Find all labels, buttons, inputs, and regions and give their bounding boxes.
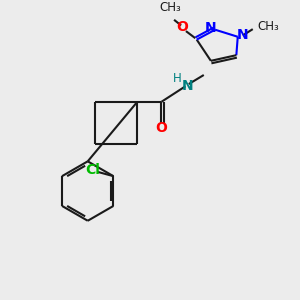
Text: N: N	[205, 21, 217, 35]
Text: Cl: Cl	[85, 163, 100, 177]
Text: CH₃: CH₃	[258, 20, 279, 33]
Text: N: N	[182, 79, 193, 93]
Text: H: H	[173, 72, 182, 85]
Text: N: N	[237, 28, 249, 42]
Text: O: O	[177, 20, 188, 34]
Text: CH₃: CH₃	[159, 1, 181, 14]
Text: O: O	[155, 121, 167, 135]
